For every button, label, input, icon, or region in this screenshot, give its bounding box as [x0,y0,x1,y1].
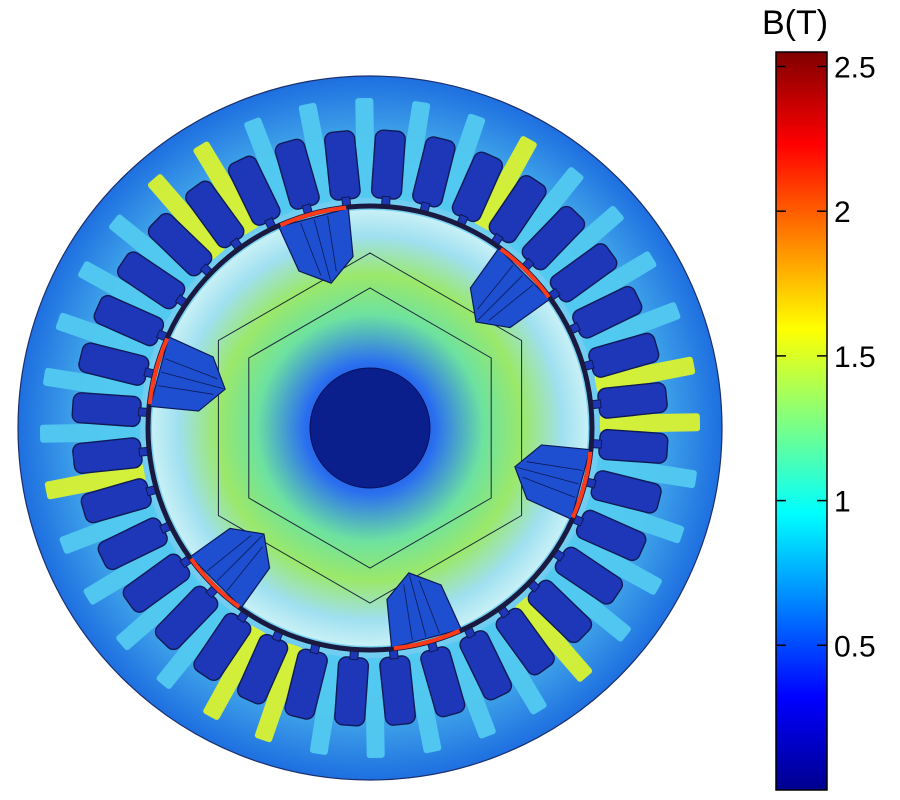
rotor-magnet [189,527,271,609]
colorbar: B(T) 0.5 1 1.5 2 2.5 [762,4,876,791]
stator-tooth [444,640,496,739]
stator-tooth [244,117,296,216]
flux-barrier-inner [248,287,492,569]
stator-tooth [481,621,547,715]
stator-tooth [116,573,202,651]
colorbar-tick-label: 1.5 [834,341,876,374]
colorbar-tick-label: 1 [834,486,851,519]
colorbar-tick-label: 2 [834,196,851,229]
stator-tooth [599,413,701,433]
stator-tooth [365,657,385,759]
stator-tooth [474,136,537,231]
stator-tooth [44,463,146,500]
stator-tooth [594,356,696,393]
stator-tooth [59,502,158,554]
stator-tooth [298,102,335,204]
stator-slot [334,656,370,727]
air-gap [145,203,595,653]
motor-cross-section [17,75,723,781]
colorbar-title: B(T) [762,4,828,42]
stator-slot [72,437,143,474]
stator-tooth [109,214,196,290]
rotor-flux-barriers [217,252,523,604]
stator-tooth [508,167,584,254]
stator-tooth [39,423,141,443]
stator-slot [598,428,669,464]
stator-tooth [309,654,343,755]
colorbar-tick-label: 0.5 [834,630,876,663]
stator-tooth [437,113,486,213]
stator-tooth [203,625,266,720]
stator-tooth [397,101,431,202]
colorbar-ticks: 0.5 1 1.5 2 2.5 [776,51,876,663]
stator-slot [370,129,406,200]
stator-tooth [83,539,177,605]
colorbar-scale [775,51,828,791]
stator-slot [379,655,416,726]
flux-barrier-outer [217,252,523,604]
rotor-magnet [386,572,463,651]
rotor-magnet [514,444,593,521]
stator-tooth [55,312,155,361]
stator-tooth [78,261,173,324]
stator-tooth [544,566,631,642]
stator-tooth [355,97,375,199]
stator-tooth [405,652,442,754]
colorbar-tick-label: 2.5 [834,51,876,84]
rotor-magnet [147,335,226,412]
stator-tooth [43,367,144,401]
rotor-magnets [147,205,593,651]
shaft [309,367,431,489]
stator-tooth [596,455,697,489]
stator-teeth [39,97,701,759]
stator-tooth [254,643,303,743]
stator-slot [597,382,668,419]
stator-tooth [193,141,259,235]
stator-tooth [515,596,593,682]
stator-tooth [156,602,232,689]
stator-tooth [147,174,225,260]
rotor-magnet [469,247,551,329]
stator-slot [71,392,142,428]
rotor-magnet [277,205,354,284]
stator-tooth [585,495,685,544]
stator-tooth [582,302,681,354]
stator-tooth [538,205,624,283]
stator-tooth [567,532,662,595]
stator-slot [324,130,361,201]
stator-tooth [563,251,657,317]
